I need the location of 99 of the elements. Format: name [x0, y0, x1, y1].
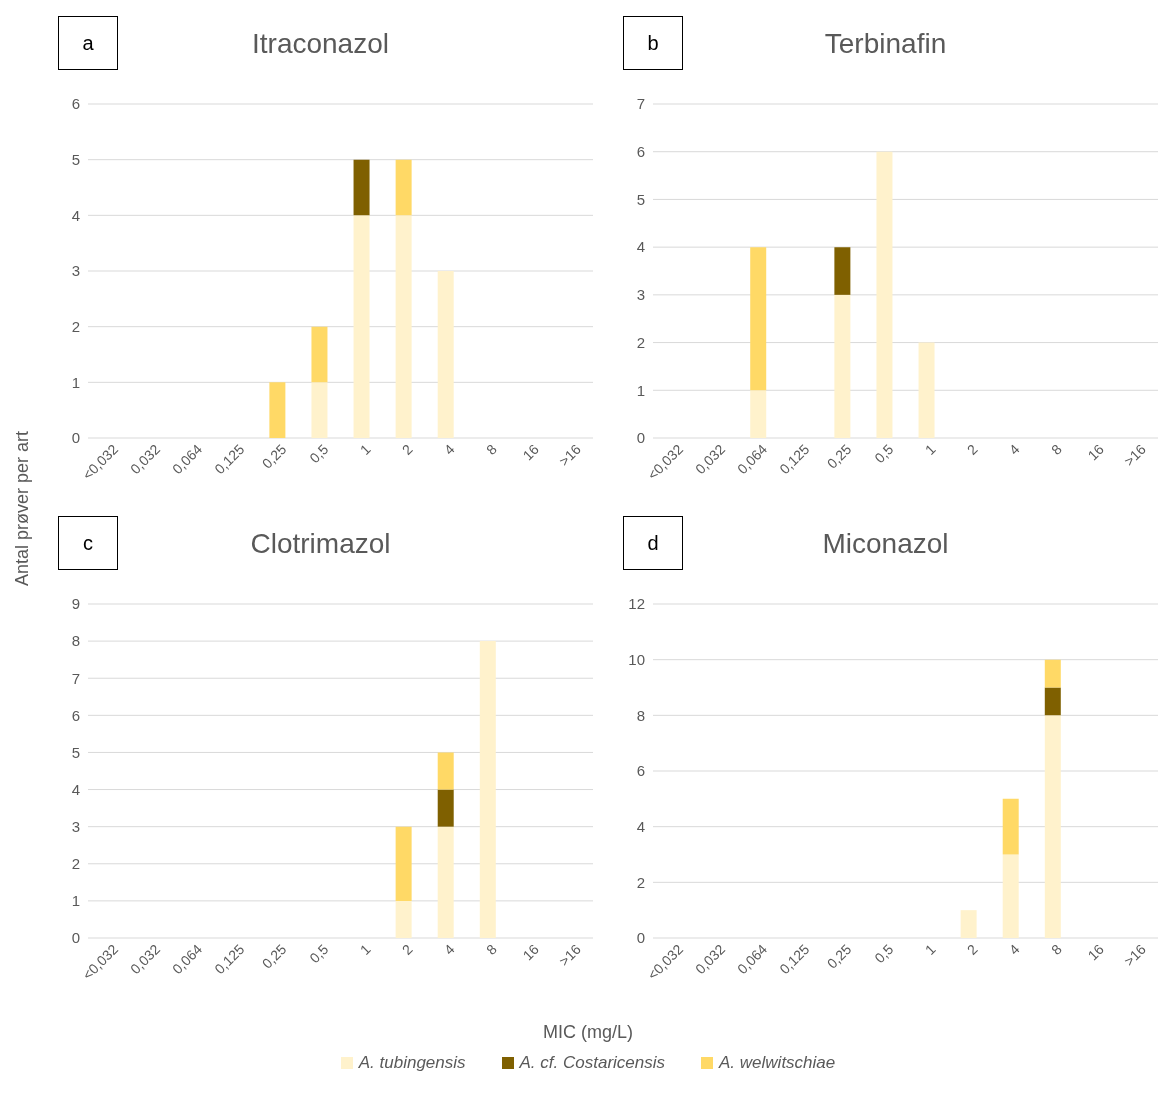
bar [876, 151, 893, 438]
bar [960, 910, 977, 938]
y-tick-label: 1 [636, 381, 645, 399]
bar [395, 826, 412, 901]
bar [311, 382, 328, 438]
y-tick-label: 3 [71, 262, 80, 280]
y-tick-label: 0 [636, 929, 645, 947]
text: a [58, 16, 118, 70]
y-tick-label: 4 [636, 817, 645, 835]
bar [437, 271, 454, 438]
y-axis-title: Antal prøver per art [12, 430, 34, 586]
legend-label: A. tubingensis [358, 1053, 466, 1073]
x-tick-label: 0,5 [871, 440, 897, 467]
x-tick-label: 1 [356, 440, 374, 458]
x-tick-label: 2 [963, 440, 981, 458]
bar [437, 752, 454, 790]
y-tick-label: 8 [636, 706, 645, 724]
y-tick-label: 3 [636, 286, 645, 304]
bar [353, 159, 370, 216]
bar [395, 900, 412, 938]
bar [1044, 715, 1061, 938]
bar [269, 382, 286, 438]
text: b [623, 16, 683, 70]
chart-title: Itraconazol [252, 28, 389, 59]
y-tick-label: 9 [71, 595, 80, 613]
y-tick-label: 4 [636, 238, 645, 256]
x-tick-label: 0,5 [306, 940, 332, 967]
x-tick-label: 2 [398, 440, 416, 458]
x-tick-label: 8 [482, 940, 500, 958]
bar [834, 294, 851, 438]
y-tick-label: 6 [71, 706, 80, 724]
y-tick-label: 6 [636, 143, 645, 161]
y-tick-label: 10 [628, 650, 645, 668]
x-tick-label: 4 [1005, 940, 1023, 958]
bar [834, 247, 851, 295]
bar [353, 215, 370, 438]
y-tick-label: 2 [71, 317, 80, 335]
y-tick-label: 6 [71, 95, 80, 113]
text: d [623, 516, 683, 570]
x-tick-label: 4 [440, 440, 458, 458]
y-tick-label: 3 [71, 817, 80, 835]
x-tick-label: 16 [1084, 940, 1108, 964]
y-tick-label: 1 [71, 892, 80, 910]
x-tick-label: 1 [356, 940, 374, 958]
x-tick-label: 8 [1047, 440, 1065, 458]
text: c [58, 516, 118, 570]
x-tick-label: 8 [482, 440, 500, 458]
bar [1044, 687, 1061, 716]
y-tick-label: 2 [636, 333, 645, 351]
y-tick-label: 5 [636, 190, 645, 208]
x-tick-label: 1 [921, 940, 939, 958]
x-tick-label: 16 [519, 940, 543, 964]
x-axis-title: MIC (mg/L) [542, 1022, 634, 1043]
x-tick-label: 4 [440, 940, 458, 958]
x-tick-label: >16 [1120, 940, 1150, 970]
bar [437, 826, 454, 938]
x-tick-label: >16 [555, 440, 585, 470]
bar [1002, 798, 1019, 855]
bar [750, 390, 767, 438]
x-tick-label: 16 [519, 440, 543, 464]
bar [311, 326, 328, 383]
x-tick-label: 0,5 [306, 440, 332, 467]
x-tick-label: >16 [1120, 440, 1150, 470]
y-tick-label: 6 [636, 762, 645, 780]
y-tick-label: 2 [71, 855, 80, 873]
y-tick-label: 4 [71, 780, 80, 798]
y-tick-label: 4 [71, 206, 80, 224]
y-tick-label: 12 [628, 595, 645, 613]
y-tick-label: 5 [71, 743, 80, 761]
bar [395, 215, 412, 438]
bar [750, 247, 767, 391]
x-tick-label: 4 [1005, 440, 1023, 458]
x-tick-label: 2 [398, 940, 416, 958]
chart-title: Miconazol [822, 528, 949, 559]
x-tick-label: 2 [963, 940, 981, 958]
bar [479, 641, 496, 938]
bar [918, 342, 935, 438]
legend-label: A. welwitschiae [719, 1053, 836, 1073]
chart-title: Terbinafin [824, 28, 947, 59]
y-tick-label: 7 [71, 669, 80, 687]
x-tick-label: >16 [555, 940, 585, 970]
y-tick-label: 0 [71, 929, 80, 947]
bar [395, 159, 412, 216]
x-tick-label: 8 [1047, 940, 1065, 958]
legend-label: A. cf. Costaricensis [519, 1053, 666, 1073]
bar [437, 789, 454, 827]
y-tick-label: 2 [636, 873, 645, 891]
y-tick-label: 5 [71, 150, 80, 168]
y-tick-label: 0 [636, 429, 645, 447]
x-tick-label: 16 [1084, 440, 1108, 464]
x-tick-label: 0,5 [871, 940, 897, 967]
bar [1044, 659, 1061, 688]
x-tick-label: 1 [921, 440, 939, 458]
bar [1002, 854, 1019, 938]
chart-title: Clotrimazol [250, 528, 391, 559]
y-tick-label: 7 [636, 95, 645, 113]
y-tick-label: 8 [71, 632, 80, 650]
y-tick-label: 0 [71, 429, 80, 447]
y-tick-label: 1 [71, 373, 80, 391]
